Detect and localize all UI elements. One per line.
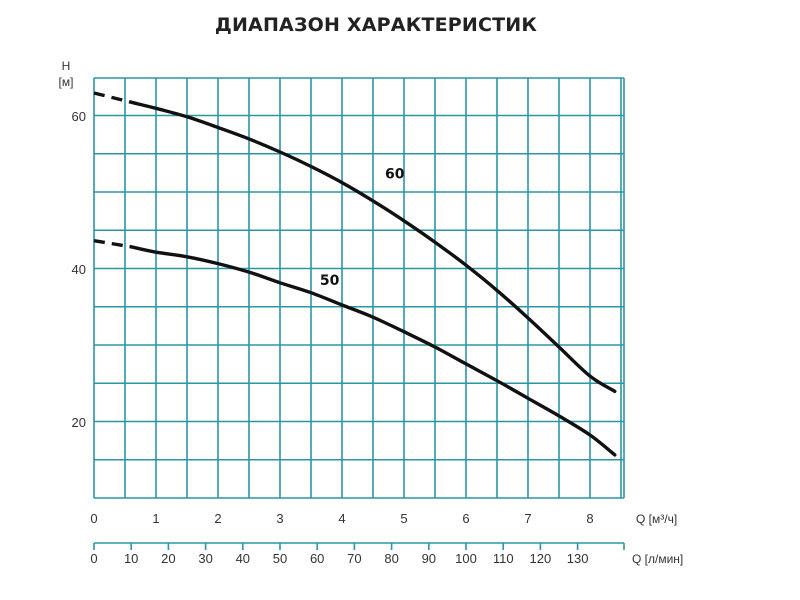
series-label-60: 60 [385,167,405,183]
x-tick-label: 7 [524,511,531,526]
x-tick-label: 4 [338,511,345,526]
x-tick-label: 0 [90,511,97,526]
x2-tick-label: 100 [455,551,477,566]
x-axis-label: Q [м³/ч] [636,512,677,526]
series-50-line [129,245,617,457]
x2-tick-label: 90 [422,551,436,566]
series-60-line [129,100,617,394]
y-tick-label: 60 [72,109,86,124]
x2-tick-label: 0 [90,551,97,566]
x-tick-label: 5 [400,511,407,526]
x-tick-label: 1 [152,511,159,526]
x2-tick-label: 30 [198,551,212,566]
x-tick-label: 3 [276,511,283,526]
x2-tick-label: 120 [530,551,552,566]
x2-tick-label: 40 [236,551,250,566]
x2-tick-label: 10 [124,551,138,566]
x2-tick-label: 80 [384,551,398,566]
y-tick-label: 20 [72,415,86,430]
series-label-50: 50 [320,273,340,289]
x2-tick-label: 60 [310,551,324,566]
x-tick-label: 6 [462,511,469,526]
y-axis-unit: [м] [59,75,74,89]
chart-title: ДИАПАЗОН ХАРАКТЕРИСТИК [214,14,538,36]
y-tick-label: 40 [72,262,86,277]
x2-tick-label: 70 [347,551,361,566]
y-axis-label: H [62,59,71,73]
x2-tick-label: 110 [493,551,514,566]
series-60-dashed-line [93,91,132,104]
x-tick-label: 8 [586,511,593,526]
x2-tick-label: 130 [567,551,589,566]
x2-tick-label: 50 [273,551,287,566]
x-tick-label: 2 [214,511,221,526]
x2-tick-label: 20 [161,551,175,566]
series-50-dashed-line [93,239,132,249]
x2-axis-label: Q [л/мин] [632,552,683,566]
